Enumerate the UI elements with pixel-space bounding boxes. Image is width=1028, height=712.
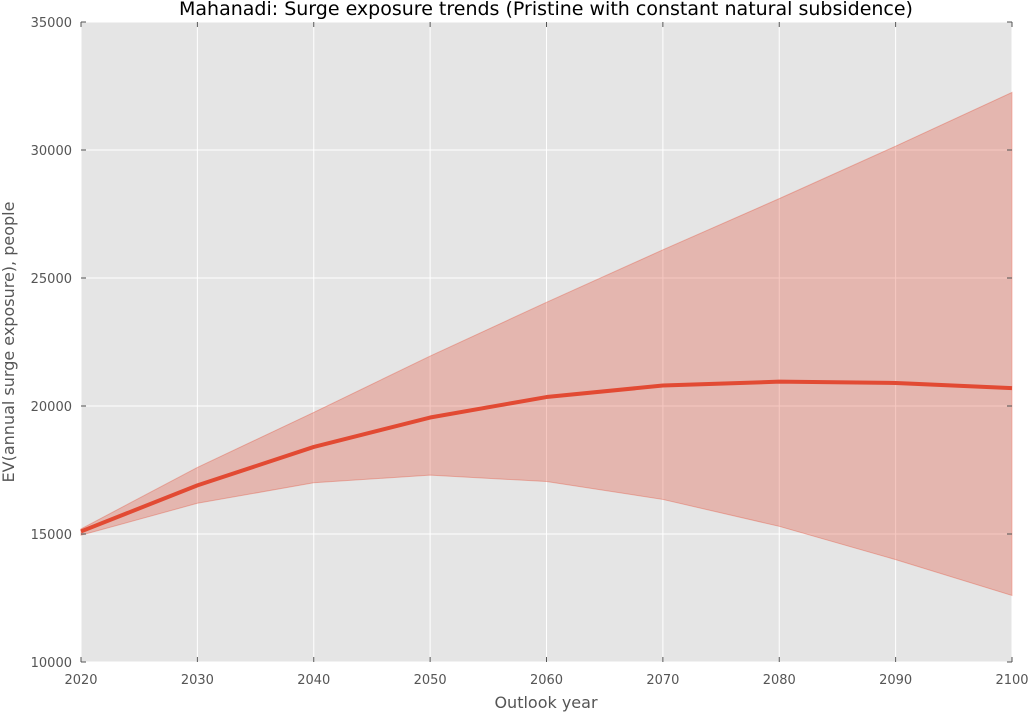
chart-title: Mahanadi: Surge exposure trends (Pristin… (179, 0, 913, 20)
series-line (80, 379, 1013, 534)
uncertainty-band-group (80, 91, 1013, 597)
x-tick-label: 2020 (64, 673, 97, 688)
y-tick-label: 25000 (31, 272, 72, 287)
y-tick-label: 15000 (31, 528, 72, 543)
x-tick-label: 2090 (879, 673, 912, 688)
y-tick-label: 35000 (31, 16, 72, 31)
x-tick-label: 2050 (414, 673, 447, 688)
y-tick-label: 10000 (31, 656, 72, 671)
x-tick-label: 2070 (646, 673, 679, 688)
x-tick-label: 2030 (181, 673, 214, 688)
y-tick-label: 20000 (31, 400, 72, 415)
x-tick-label: 2100 (995, 673, 1028, 688)
y-axis-label: EV(annual surge exposure), people (0, 202, 18, 483)
x-tick-label: 2080 (763, 673, 796, 688)
y-tick-label: 30000 (31, 144, 72, 159)
x-tick-label: 2060 (530, 673, 563, 688)
x-tick-label: 2040 (297, 673, 330, 688)
axis-ticks: 2020 2030 2040 2050 2060 2070 2080 2090 2100 1000… (31, 16, 1028, 688)
uncertainty-band (80, 91, 1013, 597)
x-axis-label: Outlook year (494, 693, 598, 712)
series-lines (80, 379, 1013, 534)
